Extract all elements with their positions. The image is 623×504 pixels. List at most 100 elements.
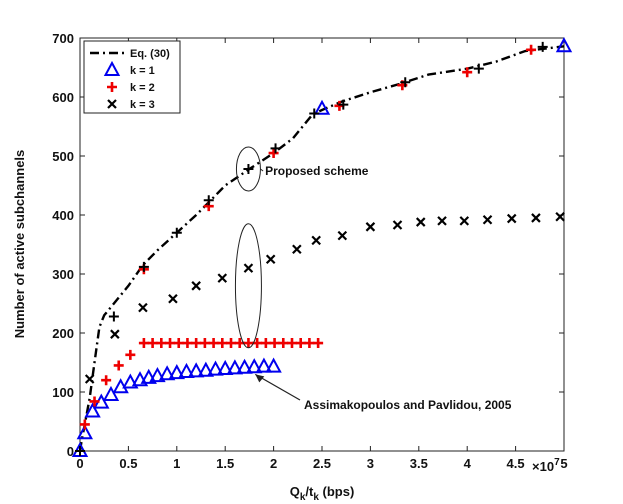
series-2-point: [113, 360, 124, 371]
y-tick-label: 200: [52, 326, 74, 341]
series-2-point: [269, 338, 280, 349]
series-4-point: [75, 446, 85, 456]
series-3-point: [415, 217, 426, 227]
series-1-point: [76, 424, 94, 440]
x-axis-title-part: Q: [290, 484, 300, 499]
legend-box: [83, 40, 181, 114]
series-2-point: [199, 338, 210, 349]
legend-label: Eq. (30): [130, 48, 170, 60]
arrow-head: [255, 374, 265, 383]
eq30-line: [78, 45, 565, 452]
series-1-point: [246, 358, 263, 374]
series-2-point: [101, 375, 112, 386]
series-1-point: [84, 402, 101, 418]
axis-ticks: 0 0.5 1 1.5 2 2.5 3 3.5 4 4.5 5 0 100 200 300 400 500 600…: [52, 31, 567, 471]
series-2-point: [217, 338, 228, 349]
y-tick-label: 500: [52, 149, 74, 164]
legend-marker: [103, 60, 121, 76]
x-tick-label: 3.5: [410, 456, 428, 471]
series-2-point: [138, 338, 149, 349]
series-1-point: [217, 359, 234, 375]
series-3-point: [392, 220, 403, 230]
legend-marker: [107, 99, 117, 109]
y-tick-label: 700: [52, 31, 74, 46]
proposed-connector: [260, 168, 264, 172]
series-3-point: [459, 216, 470, 226]
series-1-point: [102, 385, 120, 401]
x-exponent-power: 7: [554, 457, 560, 468]
legend-label: k = 2: [130, 82, 155, 94]
series-2-point: [182, 338, 193, 349]
series-1-point: [158, 365, 176, 381]
series-1-point: [140, 368, 157, 384]
series-2-point: [526, 44, 537, 55]
x-exponent-base: ×10: [532, 459, 554, 474]
x-tick-label: 1.5: [216, 456, 234, 471]
x-tick-label: 4.5: [507, 456, 525, 471]
series-2-point: [278, 338, 289, 349]
series-1-point: [178, 362, 195, 378]
x-axis-title: Qk/tk (bps): [290, 484, 355, 503]
series-2-point: [295, 338, 306, 349]
series-4-point: [108, 311, 119, 322]
series-1-point: [197, 361, 215, 377]
series-1-point: [265, 357, 282, 373]
series-2-point: [313, 338, 324, 349]
series-2-point: [260, 338, 271, 349]
series-2-point: [243, 338, 254, 349]
y-tick-label: 400: [52, 208, 74, 223]
x-tick-label: 4: [464, 456, 472, 471]
data-series: [71, 37, 573, 457]
x-axis-title-subscript: k: [313, 492, 319, 503]
series-3-point: [292, 244, 302, 254]
annotations: Proposed scheme Assimakopoulos and Pavlid…: [234, 146, 512, 412]
series-3-point: [531, 213, 541, 223]
series-2-point: [304, 338, 315, 349]
annotation-assimakopoulos: Assimakopoulos and Pavlidou, 2005: [304, 398, 512, 412]
series-2-point: [147, 338, 158, 349]
x-axis-title-part: (bps): [319, 484, 354, 499]
series-2-point: [286, 338, 297, 349]
series-4-point: [309, 108, 320, 119]
x-axis-title-subscript: k: [300, 492, 306, 503]
series-2-point: [79, 419, 90, 430]
series-2-point: [125, 349, 136, 360]
series-4-point: [537, 41, 548, 52]
series-2-point: [226, 338, 237, 349]
series-3-point: [482, 214, 493, 225]
series-4-point: [171, 227, 182, 238]
x-tick-label: 3: [367, 456, 374, 471]
y-tick-label: 100: [52, 385, 74, 400]
series-1-point: [149, 366, 166, 383]
series-3-point: [168, 294, 178, 304]
series-3-point: [191, 281, 201, 291]
series-1-point: [555, 37, 573, 53]
series-2-point: [208, 338, 219, 349]
series-3-point: [365, 222, 376, 232]
series-3-point: [217, 273, 228, 283]
series-1-point: [207, 360, 224, 376]
y-tick-label: 0: [67, 444, 74, 459]
legend: Eq. (30) k = 1 k = 2 k = 3: [83, 40, 181, 114]
series-1-point: [122, 373, 139, 389]
x-exponent-label: ×107: [532, 457, 560, 474]
x-tick-label: 0.5: [119, 456, 137, 471]
legend-label: k = 1: [130, 65, 155, 77]
series-1-point: [236, 358, 253, 374]
x-axis-title-part: /t: [305, 484, 314, 499]
series-4-point: [138, 261, 149, 272]
y-tick-label: 600: [52, 90, 74, 105]
series-2-point: [191, 338, 202, 349]
series-3-point: [138, 302, 148, 313]
series-4-point: [338, 99, 349, 110]
series-3-point: [337, 230, 348, 241]
series-3-point: [110, 329, 120, 339]
series-3-point: [555, 211, 565, 222]
assimakopoulos-arrow: [255, 373, 301, 401]
series-1-point: [168, 364, 185, 380]
series-4-point: [270, 143, 281, 154]
series-4-point: [473, 63, 484, 74]
series-3-point: [437, 216, 447, 226]
x-tick-label: 1: [173, 456, 180, 471]
